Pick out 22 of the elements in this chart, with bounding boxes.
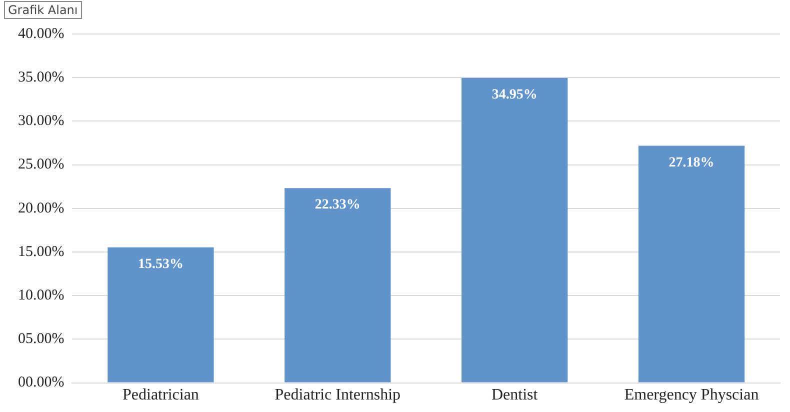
bar bbox=[462, 78, 568, 382]
y-tick-label: 15.00% bbox=[18, 244, 64, 260]
bar bbox=[638, 146, 745, 382]
bar bbox=[108, 247, 214, 382]
x-tick-label: Pediatrician bbox=[122, 386, 199, 404]
x-tick-label: Emergency Physcian bbox=[624, 386, 759, 404]
bar bbox=[284, 188, 391, 382]
y-tick-label: 00.00% bbox=[18, 374, 64, 391]
y-tick-label: 20.00% bbox=[18, 200, 64, 216]
data-label: 15.53% bbox=[138, 256, 184, 272]
y-tick-label: 10.00% bbox=[18, 288, 64, 304]
x-tick-label: Dentist bbox=[491, 386, 538, 404]
y-tick-label: 35.00% bbox=[18, 70, 64, 86]
y-tick-label: 05.00% bbox=[18, 331, 64, 348]
y-tick-label: 40.00% bbox=[18, 26, 64, 42]
text: Grafik Alanı bbox=[4, 1, 82, 19]
data-label: 22.33% bbox=[314, 198, 360, 213]
data-label: 34.95% bbox=[492, 88, 538, 103]
data-label: 27.18% bbox=[668, 155, 714, 170]
y-tick-label: 25.00% bbox=[18, 156, 64, 173]
x-tick-label: Pediatric Internship bbox=[274, 386, 401, 404]
y-tick-label: 30.00% bbox=[18, 113, 64, 130]
